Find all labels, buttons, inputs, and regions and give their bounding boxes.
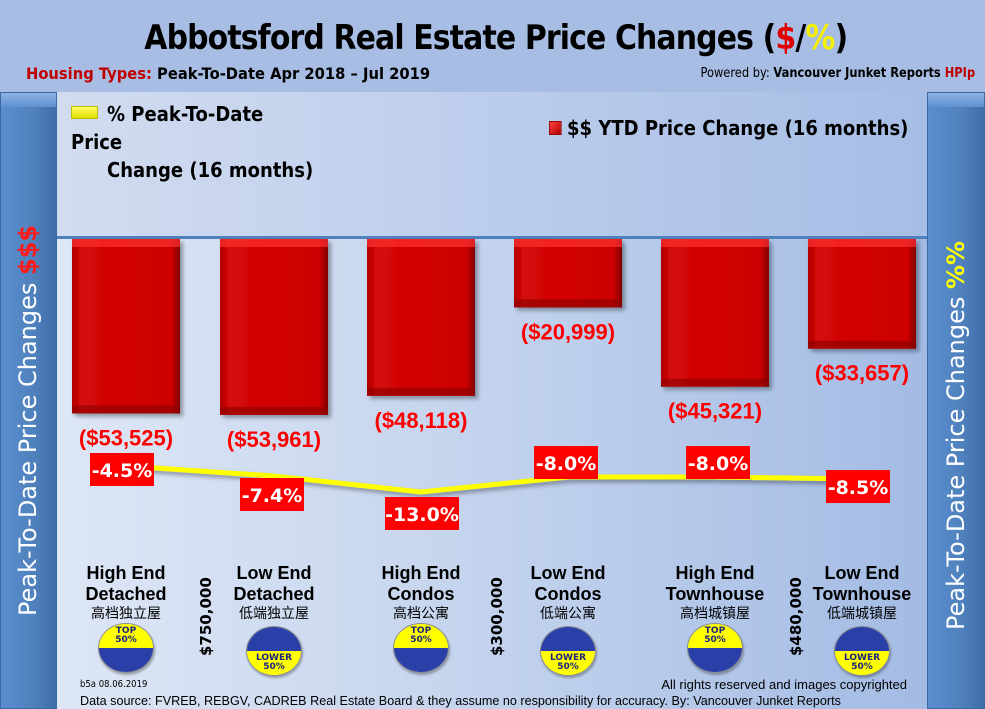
subtitle-range: Peak-To-Date Apr 2018 – Jul 2019	[151, 64, 431, 83]
percent-value-label: -8.5%	[828, 477, 889, 499]
threshold-label: $480,000	[787, 577, 805, 656]
category-label: Low End Condos 低端公寓	[498, 563, 638, 623]
category-label-chinese: 低端独立屋	[239, 606, 309, 622]
lower-50-badge: LOWER 50%	[246, 626, 302, 676]
bar-value-label: ($45,321)	[668, 399, 762, 424]
bar-5	[661, 239, 769, 387]
top-50-badge: TOP 50%	[98, 623, 154, 673]
footer-rights: All rights reserved and images copyright…	[661, 677, 907, 692]
bar-bevel-bottom	[661, 378, 769, 387]
bar-value-label: ($20,999)	[521, 319, 615, 344]
percent-value-label: -8.0%	[536, 453, 597, 475]
category-label-chinese: 高档城镇屋	[680, 606, 750, 622]
bar-value-label: ($33,657)	[815, 361, 909, 386]
bar-4	[514, 239, 622, 308]
category-label-chinese: 高档独立屋	[91, 606, 161, 622]
bar-bevel-bottom	[367, 387, 475, 396]
zero-baseline	[57, 236, 927, 239]
threshold-label: $750,000	[197, 577, 215, 656]
percent-value-label: -4.5%	[92, 460, 153, 482]
legend-area	[57, 92, 927, 238]
bar-bevel-bottom	[220, 406, 328, 415]
powered-by: Powered by: Vancouver Junket Reports HPI…	[700, 66, 975, 81]
bar-6	[808, 239, 916, 349]
bar-bevel-top	[220, 239, 328, 247]
bar-2	[220, 239, 328, 415]
category-label-chinese: 高档公寓	[393, 606, 449, 622]
percent-label-box	[534, 446, 598, 479]
legend-line-swatch	[71, 106, 98, 119]
top-50-badge: TOP 50%	[687, 623, 743, 673]
percent-label-box	[686, 446, 750, 479]
bar-3	[367, 239, 475, 396]
bar-bevel-top	[367, 239, 475, 247]
title-percent: %	[805, 18, 835, 58]
right-axis-panel	[927, 92, 985, 709]
percent-label-box	[385, 497, 459, 530]
powered-brand: Vancouver Junket Reports	[773, 66, 945, 81]
percent-value-label: -8.0%	[688, 453, 749, 475]
subtitle: Housing Types: Peak-To-Date Apr 2018 – J…	[26, 64, 430, 83]
bar-bevel-top	[661, 239, 769, 247]
category-label: High End Townhouse 高档城镇屋	[645, 563, 785, 623]
category-label-chinese: 低端城镇屋	[827, 606, 897, 622]
percent-label-box	[826, 470, 890, 503]
bar-bevel-top	[72, 239, 180, 247]
category-label: High End Condos 高档公寓	[351, 563, 491, 623]
bar-value-label: ($48,118)	[375, 408, 468, 433]
percent-line	[125, 463, 863, 495]
percent-label-box	[90, 453, 154, 486]
bar-1	[72, 239, 180, 414]
category-label: Low End Townhouse 低端城镇屋	[792, 563, 932, 623]
legend-percent: % Peak-To-Date Price Change (16 months)	[71, 102, 314, 182]
bar-bevel-bottom	[72, 405, 180, 414]
footer-code: b5a 08.06.2019	[80, 679, 148, 690]
bar-value-label: ($53,525)	[79, 425, 173, 450]
percent-value-label: -13.0%	[385, 504, 459, 526]
lower-50-badge: LOWER 50%	[540, 626, 596, 676]
legend-dollar: $$ YTD Price Change (16 months)	[549, 116, 908, 140]
bar-value-label: ($53,961)	[227, 427, 321, 452]
threshold-label: $300,000	[488, 577, 506, 656]
left-axis-panel	[0, 92, 57, 709]
legend-bar-swatch	[549, 121, 562, 135]
lower-50-badge: LOWER 50%	[834, 626, 890, 676]
category-label-chinese: 低端公寓	[540, 606, 596, 622]
bar-bevel-top	[514, 239, 622, 247]
top-50-badge: TOP 50%	[393, 623, 449, 673]
category-label: High End Detached 高档独立屋	[56, 563, 196, 623]
page-title: Abbotsford Real Estate Price Changes ($/…	[144, 18, 848, 58]
bar-bevel-bottom	[514, 299, 622, 308]
percent-value-label: -7.4%	[242, 485, 303, 507]
title-dollar: $	[775, 18, 796, 58]
percent-label-box	[240, 478, 304, 511]
bar-bevel-top	[808, 239, 916, 247]
subtitle-label: Housing Types:	[26, 64, 152, 83]
footer-source: Data source: FVREB, REBGV, CADREB Real E…	[80, 693, 841, 708]
category-label: Low End Detached 低端独立屋	[204, 563, 344, 623]
bar-bevel-bottom	[808, 340, 916, 349]
powered-hpi: HPIp	[944, 66, 975, 81]
